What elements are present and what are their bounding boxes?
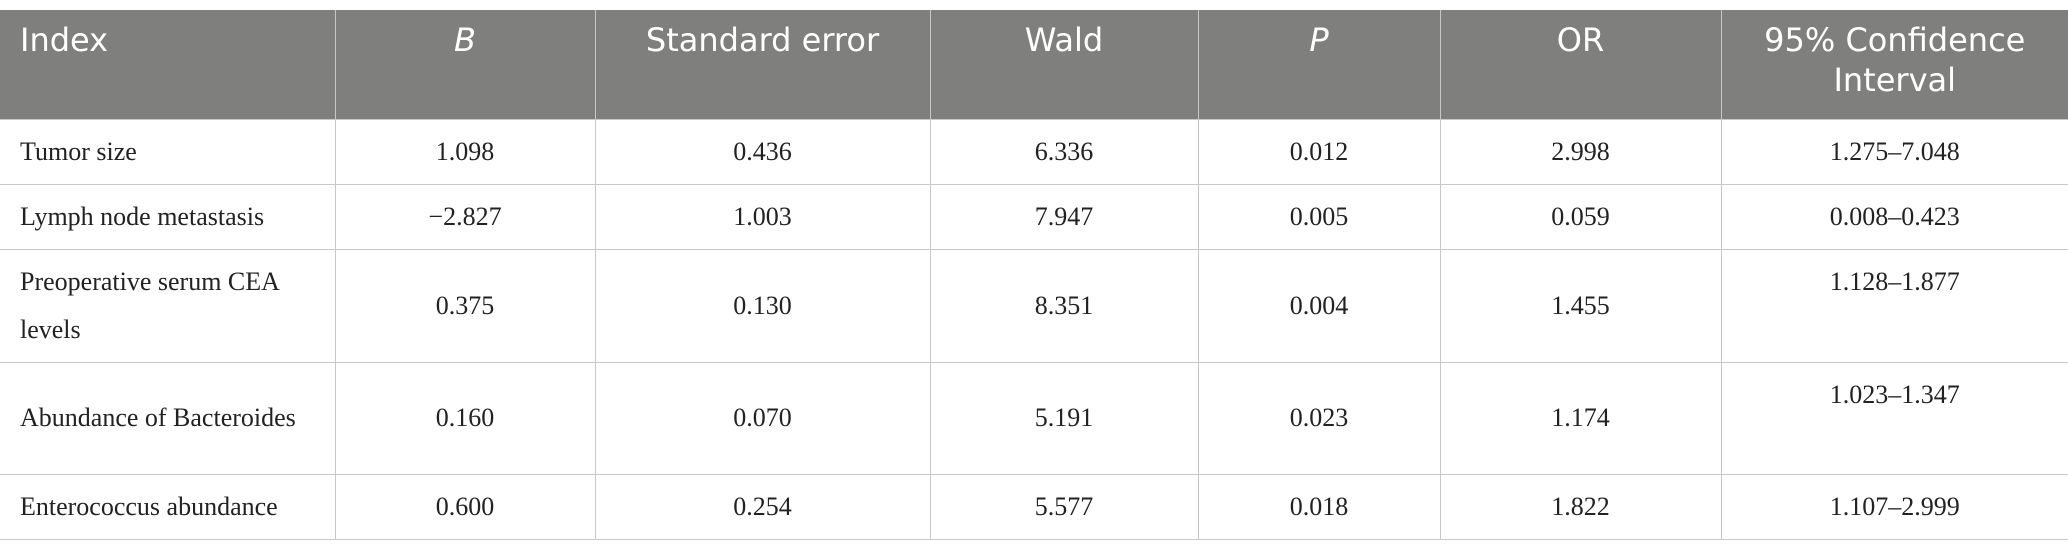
row-label: Enterococcus abundance — [0, 473, 336, 540]
table-cell: 0.130 — [594, 248, 931, 363]
row-label: Tumor size — [0, 118, 336, 185]
column-header: Index — [0, 10, 335, 119]
table-cell: 0.600 — [334, 473, 596, 540]
table-cell: 0.436 — [594, 118, 931, 185]
row-label: Abundance of Bacteroides — [0, 361, 336, 475]
column-header: Standard error — [594, 10, 930, 119]
table-body: Tumor size 1.098 0.436 6.336 0.012 2.998 1.275… — [0, 118, 2068, 540]
table-cell: 1.822 — [1439, 473, 1722, 540]
table-cell: 1.098 — [334, 118, 596, 185]
table-cell: 1.174 — [1439, 361, 1722, 475]
table-row: Lymph node metastasis −2.827 1.003 7.947 0.0… — [0, 183, 2068, 250]
table-cell: 1.128–1.877 — [1720, 248, 2068, 363]
table-row: Tumor size 1.098 0.436 6.336 0.012 2.998 1.275… — [0, 118, 2068, 185]
table-cell: 6.336 — [929, 118, 1199, 185]
header-row: Index B Standard error Wald P OR 95% Confidenc… — [0, 10, 2068, 119]
table-cell: 0.018 — [1197, 473, 1441, 540]
table-cell: 5.191 — [929, 361, 1199, 475]
table-cell: 8.351 — [929, 248, 1199, 363]
column-header: P — [1197, 10, 1440, 119]
table-cell: 0.005 — [1197, 183, 1441, 250]
table-cell: 1.455 — [1439, 248, 1722, 363]
column-header: B — [334, 10, 595, 119]
table-cell: −2.827 — [334, 183, 596, 250]
table-cell: 1.275–7.048 — [1720, 118, 2068, 185]
row-label: Lymph node metastasis — [0, 183, 336, 250]
table-row: Enterococcus abundance 0.600 0.254 5.577 0.0… — [0, 473, 2068, 540]
table-cell: 0.160 — [334, 361, 596, 475]
table-cell: 5.577 — [929, 473, 1199, 540]
table-cell: 0.004 — [1197, 248, 1441, 363]
table-row: Preoperative serum CEA levels 0.375 0.130 8… — [0, 248, 2068, 363]
table-cell: 0.070 — [594, 361, 931, 475]
table-cell: 7.947 — [929, 183, 1199, 250]
column-header: Wald — [929, 10, 1198, 119]
table-cell: 1.023–1.347 — [1720, 361, 2068, 475]
table-row: Abundance of Bacteroides 0.160 0.070 5.191 0… — [0, 361, 2068, 475]
table-cell: 0.023 — [1197, 361, 1441, 475]
table-cell: 1.107–2.999 — [1720, 473, 2068, 540]
table-cell: 0.059 — [1439, 183, 1722, 250]
results-table: Index B Standard error Wald P OR 95% Confidenc… — [0, 10, 2068, 540]
column-header: OR — [1439, 10, 1721, 119]
table-cell: 0.254 — [594, 473, 931, 540]
row-label: Preoperative serum CEA levels — [0, 248, 336, 363]
table-cell: 1.003 — [594, 183, 931, 250]
column-header: 95% Confidence Interval — [1720, 10, 2068, 119]
table-cell: 0.375 — [334, 248, 596, 363]
table-cell: 0.012 — [1197, 118, 1441, 185]
table-cell: 2.998 — [1439, 118, 1722, 185]
table-cell: 0.008–0.423 — [1720, 183, 2068, 250]
